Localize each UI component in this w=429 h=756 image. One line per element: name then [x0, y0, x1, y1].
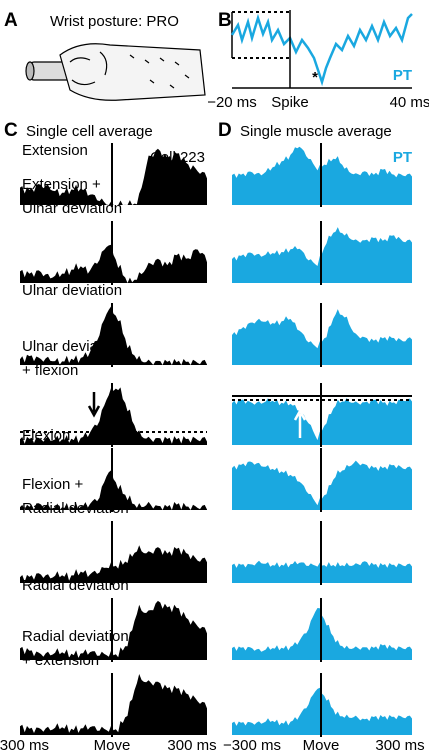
condition-label: Radial deviation: [22, 577, 129, 594]
x-label: −20 ms: [207, 94, 257, 111]
x-label: −300 ms: [223, 737, 281, 754]
cell-histogram: [20, 306, 207, 365]
condition-label: + flexion: [22, 362, 78, 379]
condition-label: Ulnar deviation: [22, 200, 122, 217]
spike-trace: [232, 10, 412, 88]
panel-title: Single muscle average: [240, 123, 392, 140]
panel-title: Single cell average: [26, 123, 153, 140]
panel-title: Wrist posture: PRO: [50, 13, 179, 30]
x-label: 300 ms: [375, 737, 424, 754]
panel-letter: D: [218, 120, 232, 141]
condition-label: Extension +: [22, 176, 101, 193]
wrist-illustration: [26, 44, 205, 101]
x-label: 40 ms: [390, 94, 429, 111]
x-label: Spike: [271, 94, 309, 111]
marker: *: [312, 69, 318, 86]
condition-label: Radial deviation: [22, 628, 129, 645]
condition-label: Flexion: [22, 427, 70, 444]
panel-letter: B: [218, 10, 232, 31]
panel-letter: C: [4, 120, 18, 141]
condition-label: Ulnar deviation: [22, 338, 122, 355]
condition-label: Flexion +: [22, 476, 84, 493]
trace-label: PT: [393, 67, 412, 84]
trace-label: PT: [393, 149, 412, 166]
x-label: Move: [303, 737, 340, 754]
cell-histogram: [20, 245, 207, 283]
x-label: Move: [94, 737, 131, 754]
condition-label: Extension: [22, 142, 88, 159]
panel-letter: A: [4, 10, 18, 31]
figure: A Wrist posture: PRO B * PT −20 ms Spike…: [0, 0, 429, 756]
condition-label: Radial deviation: [22, 500, 129, 517]
x-label: 300 ms: [167, 737, 216, 754]
cell-histogram: [20, 674, 207, 735]
arrow: [89, 392, 99, 415]
x-label: −300 ms: [0, 737, 49, 754]
condition-label: Ulnar deviation: [22, 282, 122, 299]
condition-label: + extension: [22, 652, 99, 669]
